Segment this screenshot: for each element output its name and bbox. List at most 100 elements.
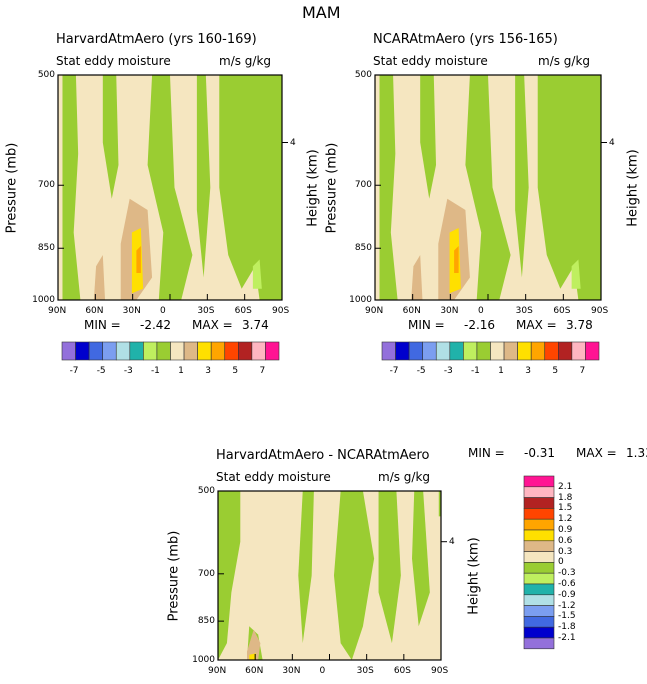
colorbar-label: 1.2 — [558, 514, 573, 525]
colorbar-swatch — [170, 341, 185, 361]
x-tick-label: 30N — [122, 306, 141, 316]
colorbar-swatch — [571, 341, 586, 361]
colorbar-label: -1 — [470, 366, 480, 376]
colorbar-label: 0.9 — [558, 525, 573, 535]
contour-region — [454, 246, 459, 273]
colorbar-label: -1.2 — [558, 600, 576, 611]
variable-label: Stat eddy moisture — [56, 54, 171, 68]
y-tick-label: 1000 — [32, 295, 55, 305]
panel-title: HarvardAtmAero - NCARAtmAero — [216, 448, 430, 463]
colorbar-swatch — [75, 341, 90, 361]
min-value: -2.16 — [464, 318, 496, 332]
colorbar-swatch — [523, 616, 555, 628]
colorbar-label: -1 — [150, 366, 160, 376]
colorbar-label: 0.6 — [558, 535, 573, 546]
x-tick-label: 60S — [393, 666, 411, 676]
colorbar-label: -3 — [443, 366, 453, 376]
x-tick-label: 0 — [160, 306, 166, 316]
colorbar-swatch — [102, 341, 117, 361]
colorbar-swatch — [238, 341, 253, 361]
colorbar-label: 7 — [259, 366, 266, 376]
colorbar-swatch — [523, 540, 555, 552]
x-tick-label: 30S — [515, 306, 533, 316]
colorbar-label: -2.1 — [558, 633, 576, 643]
contour-region — [246, 629, 261, 660]
variable-label: Stat eddy moisture — [373, 54, 488, 68]
y-tick-label: 1000 — [192, 655, 215, 665]
x-tick-label: 60N — [85, 306, 104, 316]
panel-title: HarvardAtmAero (yrs 160-169) — [56, 32, 257, 47]
colorbar-label: 7 — [579, 366, 586, 376]
colorbar-label: -5 — [96, 366, 106, 376]
contour-region — [62, 75, 81, 300]
colorbar-swatch — [517, 341, 532, 361]
x-tick-label: 90N — [365, 306, 384, 316]
contour-region — [465, 75, 511, 300]
colorbar-swatch — [523, 583, 555, 596]
colorbar-label: 2.1 — [558, 481, 573, 492]
max-value: 1.33 — [626, 446, 647, 460]
y-axis-label: Pressure (mb) — [166, 530, 182, 621]
contour-region — [420, 75, 437, 199]
colorbar-swatch — [530, 341, 546, 361]
colorbar-label: 5 — [232, 366, 239, 376]
contour-region — [378, 491, 401, 644]
max-value: 3.74 — [242, 318, 269, 332]
colorbar-swatch — [61, 341, 76, 361]
colorbar-label: -7 — [389, 366, 399, 376]
contour-region — [333, 491, 375, 660]
x-tick-label: 60S — [553, 306, 571, 316]
colorbar-swatch — [523, 508, 555, 520]
x-tick-label: 90N — [208, 666, 227, 676]
colorbar-swatch — [523, 562, 555, 574]
colorbar-label: 1 — [498, 366, 504, 376]
colorbar-swatch — [523, 637, 555, 650]
contour-region — [379, 75, 398, 300]
colorbar-swatch — [115, 341, 131, 361]
colorbar-swatch — [523, 626, 555, 639]
contour-region — [298, 491, 314, 644]
colorbar-swatch — [265, 341, 280, 361]
y2-tick-label: 4 — [609, 137, 615, 148]
colorbar-swatch — [523, 529, 555, 542]
colorbar-label: -3 — [123, 366, 133, 376]
y-tick-label: 850 — [354, 243, 372, 254]
contour-region — [411, 255, 423, 300]
colorbar-swatch — [523, 486, 555, 498]
colorbar-swatch — [463, 341, 478, 361]
colorbar-label: -0.9 — [558, 589, 576, 600]
colorbar-swatch — [523, 551, 555, 563]
colorbar-swatch — [224, 341, 239, 361]
x-tick-label: 30N — [282, 666, 301, 676]
colorbar-label: 5 — [552, 366, 559, 376]
colorbar-swatch — [183, 341, 198, 361]
y2-axis-label: Height (km) — [466, 536, 482, 615]
colorbar-swatch — [88, 341, 103, 361]
colorbar-label: -5 — [416, 366, 426, 376]
contour-region — [412, 491, 430, 627]
colorbar-swatch — [449, 341, 464, 361]
x-tick-label: 0 — [478, 306, 484, 316]
colorbar-swatch — [197, 341, 212, 361]
y-axis-label: Pressure (mb) — [324, 142, 340, 233]
x-tick-label: 60N — [245, 666, 264, 676]
colorbar-label: -0.6 — [558, 579, 576, 589]
x-tick-label: 60S — [234, 306, 252, 316]
contour-region — [196, 75, 211, 278]
y-tick-label: 500 — [197, 486, 215, 496]
y-tick-label: 700 — [37, 180, 55, 191]
contour-region — [537, 75, 601, 300]
colorbar-swatch — [523, 518, 555, 531]
colorbar-swatch — [523, 605, 555, 617]
colorbar-swatch — [143, 341, 158, 361]
contour-region — [93, 255, 106, 300]
contour-region — [102, 75, 119, 199]
units-label: m/s g/kg — [378, 470, 431, 484]
y-axis-label: Pressure (mb) — [4, 142, 20, 233]
colorbar-swatch — [523, 572, 555, 585]
contour-region — [252, 259, 262, 289]
y2-tick-label: 4 — [290, 137, 296, 148]
colorbar-label: 3 — [525, 366, 531, 376]
y-tick-label: 850 — [37, 243, 55, 254]
colorbar-label: -0.3 — [558, 568, 576, 579]
